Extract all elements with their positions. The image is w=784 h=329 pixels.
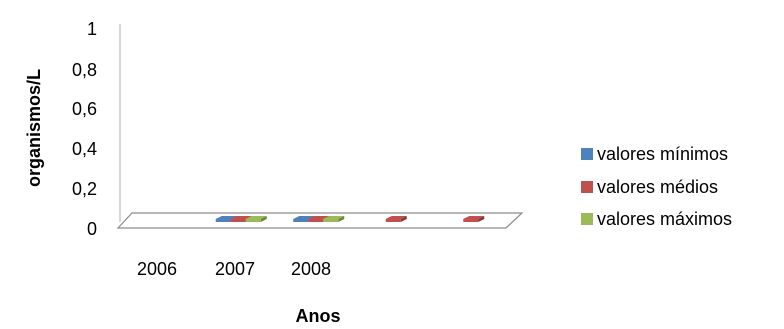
bar [385, 216, 407, 222]
chart-bars [215, 216, 485, 222]
bar-front-face [385, 219, 401, 222]
y-axis-title: organismos/L [24, 69, 44, 187]
y-tick-label: 0,8 [72, 60, 97, 80]
legend-swatch [581, 213, 593, 225]
bar-front-face [293, 219, 309, 222]
y-tick-label: 0,4 [72, 139, 97, 159]
x-tick-label: 2007 [215, 259, 255, 279]
bar-top-face [463, 216, 485, 219]
legend-label: valores máximos [597, 209, 732, 229]
x-tick-label: 2008 [291, 259, 331, 279]
bar-top-face [293, 216, 315, 219]
legend-label: valores mínimos [597, 144, 728, 164]
bar-front-face [463, 219, 479, 222]
y-tick-label: 0,2 [72, 179, 97, 199]
legend-swatch [581, 181, 593, 193]
legend-item: valores máximos [581, 209, 732, 229]
bar-side-face [338, 216, 345, 222]
bar-top-face [215, 216, 237, 219]
bar-front-face [230, 219, 246, 222]
bar [245, 216, 267, 222]
legend-label: valores médios [597, 177, 718, 197]
bar-top-face [230, 216, 252, 219]
chart-axes [116, 24, 524, 229]
legend-swatch [581, 148, 593, 160]
bar-side-face [260, 216, 267, 222]
x-axis-ticks: 2006 2007 2008 [137, 259, 331, 279]
y-tick-label: 0 [87, 219, 97, 239]
bar-top-face [245, 216, 267, 219]
chart-legend: valores mínimos valores médios valores m… [581, 144, 732, 229]
bar-front-face [245, 219, 261, 222]
y-tick-label: 0,6 [72, 99, 97, 119]
bar-top-face [385, 216, 407, 219]
bar-front-face [323, 219, 339, 222]
bar-top-face [308, 216, 330, 219]
bar-top-face [323, 216, 345, 219]
bar-side-face [478, 216, 485, 222]
bar-front-face [215, 219, 231, 222]
x-axis-title: Anos [296, 306, 341, 326]
legend-item: valores médios [581, 177, 718, 197]
bar [463, 216, 485, 222]
y-tick-label: 1 [87, 19, 97, 39]
x-tick-label: 2006 [137, 259, 177, 279]
bar-front-face [308, 219, 324, 222]
legend-item: valores mínimos [581, 144, 728, 164]
bar [323, 216, 345, 222]
y-axis-ticks: 0 0,2 0,4 0,6 0,8 1 [72, 19, 97, 239]
bar-side-face [400, 216, 407, 222]
